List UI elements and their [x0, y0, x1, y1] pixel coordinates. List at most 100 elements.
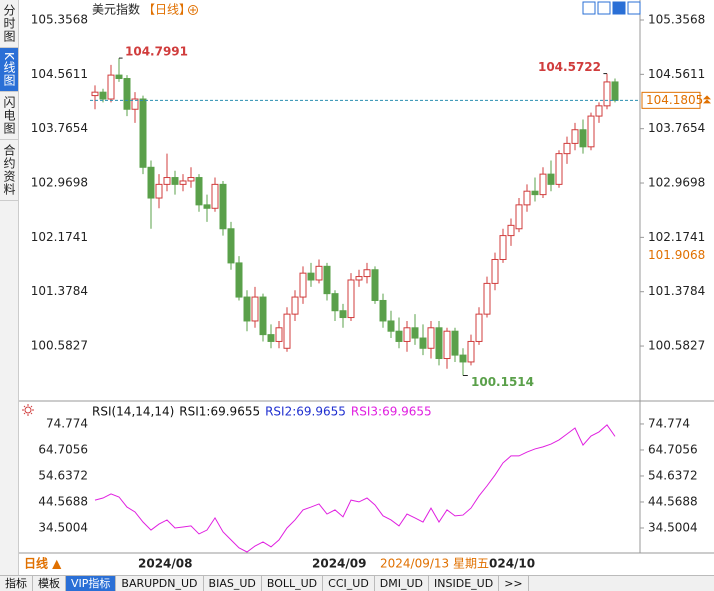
candle-body — [363, 269, 371, 278]
indicator-tab[interactable]: BIAS_UD — [204, 576, 262, 591]
y-tick-label: 44.5688 — [38, 494, 88, 508]
y-tick-label: 74.774 — [648, 416, 690, 430]
y-tick-label: 64.7056 — [648, 442, 698, 456]
candle-body — [235, 262, 243, 298]
sidebar-tab[interactable]: K线图 — [0, 48, 18, 92]
y-tick-label: 104.5611 — [31, 67, 88, 81]
candle-body — [515, 204, 523, 230]
y-tick-label: 102.9698 — [648, 176, 705, 190]
last-price-arrow — [703, 95, 711, 104]
y-tick-label: 101.3784 — [648, 284, 705, 298]
candle-body — [275, 327, 283, 342]
candle-body — [451, 330, 459, 356]
candle-body — [123, 78, 131, 110]
x-axis-label: 024/10 — [489, 557, 535, 571]
candle-body — [163, 177, 171, 185]
tool-icon[interactable] — [627, 1, 641, 15]
candle-body — [179, 180, 187, 185]
candle-body — [211, 183, 219, 209]
candle-body — [107, 74, 115, 100]
candle-body — [355, 276, 363, 281]
candle-body — [443, 330, 451, 360]
candle-body — [147, 166, 155, 199]
period-button[interactable]: 日线 ▲ — [24, 556, 62, 571]
candle-body — [379, 299, 387, 322]
candle-body — [339, 310, 347, 319]
candle-body — [307, 272, 315, 281]
candle-body — [203, 204, 211, 209]
tool-icon[interactable] — [582, 1, 596, 15]
candle-body — [243, 296, 251, 322]
legend-entry: RSI3:69.9655 — [351, 405, 432, 419]
chart: 美元指数 【日线】 日线 ▲ 2024/08 2024/09 2024/09/1… — [19, 0, 714, 571]
marker-label: 101.9068 — [648, 248, 705, 262]
candle-body — [171, 177, 179, 185]
sidebar: 分时图 K线图 闪电图 合约资料 — [0, 0, 19, 575]
candle-body — [323, 265, 331, 295]
tab-bar: 指标 模板 VIP指标 BARUPDN_UD BIAS_UD BOLL_UD CCI_UD D… — [0, 575, 714, 591]
candle-body — [403, 327, 411, 342]
candle-body — [483, 282, 491, 315]
y-tick-label: 104.5611 — [648, 67, 705, 81]
indicator-tab[interactable]: BARUPDN_UD — [116, 576, 204, 591]
extreme-label: 104.7991 — [125, 45, 188, 59]
toolbar-icons — [582, 1, 641, 15]
indicator-tab[interactable]: CCI_UD — [323, 576, 375, 591]
candle-body — [219, 183, 227, 230]
candle-body — [187, 177, 195, 182]
y-tick-label: 103.7654 — [31, 121, 88, 135]
indicator-tab[interactable]: VIP指标 — [66, 576, 117, 591]
candle-body — [531, 190, 539, 196]
candle-body — [115, 74, 123, 80]
indicator-tab[interactable]: 指标 — [0, 576, 33, 591]
candle-body — [347, 279, 355, 319]
candle-body — [547, 173, 555, 185]
add-icon[interactable] — [188, 5, 198, 15]
candle-body — [523, 190, 531, 206]
x-axis-label: 2024/09 — [312, 557, 366, 571]
indicator-tab[interactable]: DMI_UD — [375, 576, 430, 591]
candle-body — [539, 173, 547, 196]
candle-body — [427, 327, 435, 349]
candle-body — [195, 177, 203, 206]
period: 【日线】 — [143, 3, 191, 17]
y-tick-label: 34.5004 — [648, 520, 698, 534]
candle-body — [267, 334, 275, 342]
tool-icon[interactable] — [612, 1, 626, 15]
candle-body — [91, 91, 99, 97]
candle-body — [611, 81, 619, 101]
rsi-icon-circle — [24, 406, 32, 414]
candle-body — [259, 296, 267, 336]
candle-body — [459, 354, 467, 363]
candle-body — [563, 142, 571, 155]
candle-body — [411, 327, 419, 339]
indicator-tab[interactable]: >> — [499, 576, 529, 591]
candle-body — [395, 330, 403, 342]
candle-body — [371, 269, 379, 301]
y-tick-label: 102.1741 — [31, 230, 88, 244]
candle-body — [499, 235, 507, 260]
sidebar-tab[interactable]: 分时图 — [0, 0, 18, 48]
candle-body — [283, 313, 291, 349]
y-tick-label: 74.774 — [46, 416, 88, 430]
y-tick-label: 102.1741 — [648, 230, 705, 244]
indicator-tab[interactable]: 模板 — [33, 576, 66, 591]
indicator-tab[interactable]: BOLL_UD — [262, 576, 324, 591]
crosshair-date: 2024/09/13 星期五 — [380, 557, 489, 571]
sidebar-tab[interactable]: 合约资料 — [0, 140, 18, 201]
candle-body — [579, 129, 587, 148]
candle-body — [491, 258, 499, 284]
extreme-label: 104.5722 — [538, 60, 601, 74]
candle-body — [419, 337, 427, 349]
y-tick-label: 105.3568 — [648, 13, 705, 27]
indicator-tab[interactable]: INSIDE_UD — [429, 576, 500, 591]
y-tick-label: 100.5827 — [31, 339, 88, 353]
sidebar-tab[interactable]: 闪电图 — [0, 92, 18, 140]
candle-body — [467, 340, 475, 363]
y-tick-label: 54.6372 — [38, 468, 88, 482]
y-tick-label: 103.7654 — [648, 121, 705, 135]
rsi-icon — [22, 404, 34, 416]
tool-icon[interactable] — [597, 1, 611, 15]
chart-title: 美元指数 — [92, 2, 140, 17]
